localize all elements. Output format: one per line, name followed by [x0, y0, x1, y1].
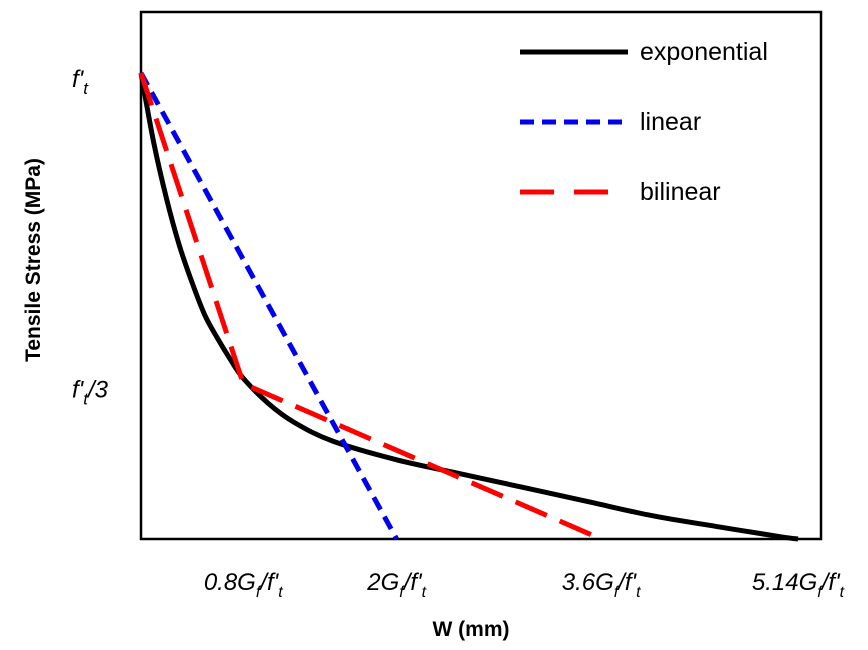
x-tick-label: 3.6Gf/f't: [562, 569, 641, 601]
series-layer: [138, 71, 799, 542]
series-line-linear: [138, 71, 399, 541]
legend-label-bilinear: bilinear: [640, 178, 721, 206]
x-tick-label: 0.8Gf/f't: [204, 569, 283, 601]
tick-label-layer: 0.8Gf/f't 2Gf/f't 3.6Gf/f't 5.14Gf/f't f't f'…: [72, 66, 845, 601]
legend: exponential linear bilinear: [520, 38, 768, 206]
y-tick-label: f't: [72, 66, 89, 98]
x-axis-title: W (mm): [433, 618, 510, 641]
y-axis-title: Tensile Stress (MPa): [22, 158, 45, 362]
series-line-bilinear: [138, 72, 603, 542]
legend-label-exponential: exponential: [640, 38, 768, 66]
x-tick-label: 2Gf/f't: [366, 569, 426, 601]
series-line-exponential: [138, 72, 799, 542]
x-tick-label: 5.14Gf/f't: [752, 569, 845, 601]
plot-area-frame: [139, 10, 823, 541]
y-tick-label: f't/3: [72, 377, 109, 409]
legend-label-linear: linear: [640, 108, 701, 136]
